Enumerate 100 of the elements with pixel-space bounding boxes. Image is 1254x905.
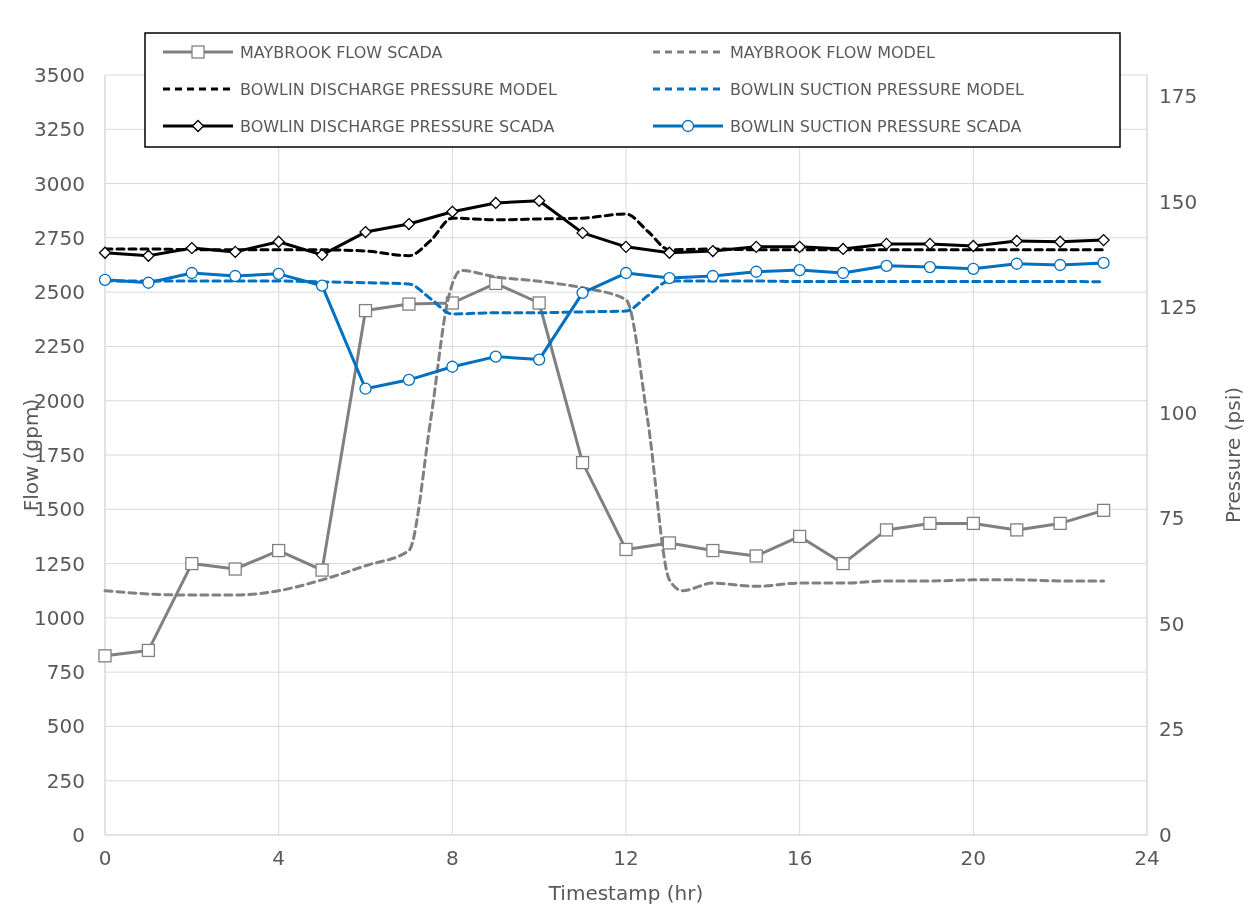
x-tick-label: 8 [445,846,459,870]
y-tick-label: 3000 [34,171,85,196]
x-tick-label: 16 [786,846,813,870]
point [1010,234,1023,248]
point [923,260,937,274]
point [966,516,980,531]
point [879,523,894,537]
point [272,235,285,248]
y2-tick-label: 25 [1159,717,1185,742]
point [142,276,155,289]
point [750,265,763,278]
point [1096,503,1111,518]
x-tick-label: 0 [98,846,112,870]
legend-label: BOWLIN SUCTION PRESSURE SCADA [730,116,1022,136]
point [836,266,850,280]
point [98,649,112,663]
x-tick-label: 4 [272,846,286,870]
point [663,271,676,285]
point [750,240,763,253]
point [923,237,937,251]
y2-tick-label: 0 [1159,823,1172,847]
point [967,239,980,253]
point [1097,256,1110,270]
x-tick-label: 20 [960,846,987,870]
x-tick-label: 24 [1134,846,1160,870]
legend-label: MAYBROOK FLOW SCADA [240,42,443,62]
point [836,242,850,256]
y2-axis-title: Pressure (psi) [1221,386,1245,524]
y-tick-label: 1250 [34,551,85,576]
y-tick-label: 1000 [34,605,85,630]
point [1097,233,1110,247]
point [185,241,198,255]
point [793,263,806,277]
point [142,249,155,262]
point [749,549,763,563]
point [229,269,242,283]
y2-tick-label: 50 [1159,611,1185,636]
point [576,286,589,300]
point [229,245,242,259]
legend-label: BOWLIN DISCHARGE PRESSURE MODEL [240,79,557,99]
point [923,516,937,531]
point [619,240,633,253]
point [402,297,416,311]
point [533,353,546,366]
point [141,643,156,658]
point [272,267,285,281]
legend-label: MAYBROOK FLOW MODEL [730,42,936,62]
y-tick-label: 3500 [34,63,85,87]
point [532,296,546,310]
point [619,542,633,557]
point [662,536,677,550]
point [706,269,719,283]
point [575,455,590,470]
y2-tick-label: 100 [1159,400,1198,425]
y-tick-label: 2500 [34,280,85,305]
point [402,217,416,231]
point [793,240,806,253]
point [185,556,199,571]
point [315,563,329,577]
x-tick-label: 12 [613,846,639,870]
y-tick-label: 2250 [34,334,85,359]
point [446,205,459,218]
point [880,237,893,251]
point [880,259,893,272]
point [315,279,329,292]
y2-tick-label: 75 [1159,506,1185,531]
x-axis-title: Timestamp (hr) [547,881,704,905]
point [1054,235,1067,248]
point [185,266,198,280]
y2-tick-label: 175 [1159,84,1198,109]
point [1010,257,1023,270]
point [358,303,373,318]
point [533,194,546,207]
point [1054,258,1067,272]
point [793,529,807,544]
point [446,360,459,373]
y-tick-label: 0 [72,823,85,847]
y-tick-label: 250 [46,768,85,793]
point [98,246,112,259]
y-tick-label: 750 [46,660,85,685]
point [1010,523,1024,537]
point [836,556,850,571]
point [706,543,720,558]
legend-label: BOWLIN SUCTION PRESSURE MODEL [730,79,1025,99]
point [967,262,980,275]
point [402,373,416,386]
point [663,246,676,259]
y-tick-label: 3250 [34,117,85,142]
y-tick-label: 2750 [34,225,85,250]
point [272,543,286,558]
point [576,226,589,240]
y2-tick-label: 125 [1159,295,1198,320]
point [228,562,242,576]
point [489,350,502,363]
point [98,273,112,286]
y2-tick-label: 150 [1159,189,1198,214]
y-tick-label: 500 [46,714,85,739]
point [1053,516,1067,531]
point [359,382,372,395]
point [489,196,502,210]
